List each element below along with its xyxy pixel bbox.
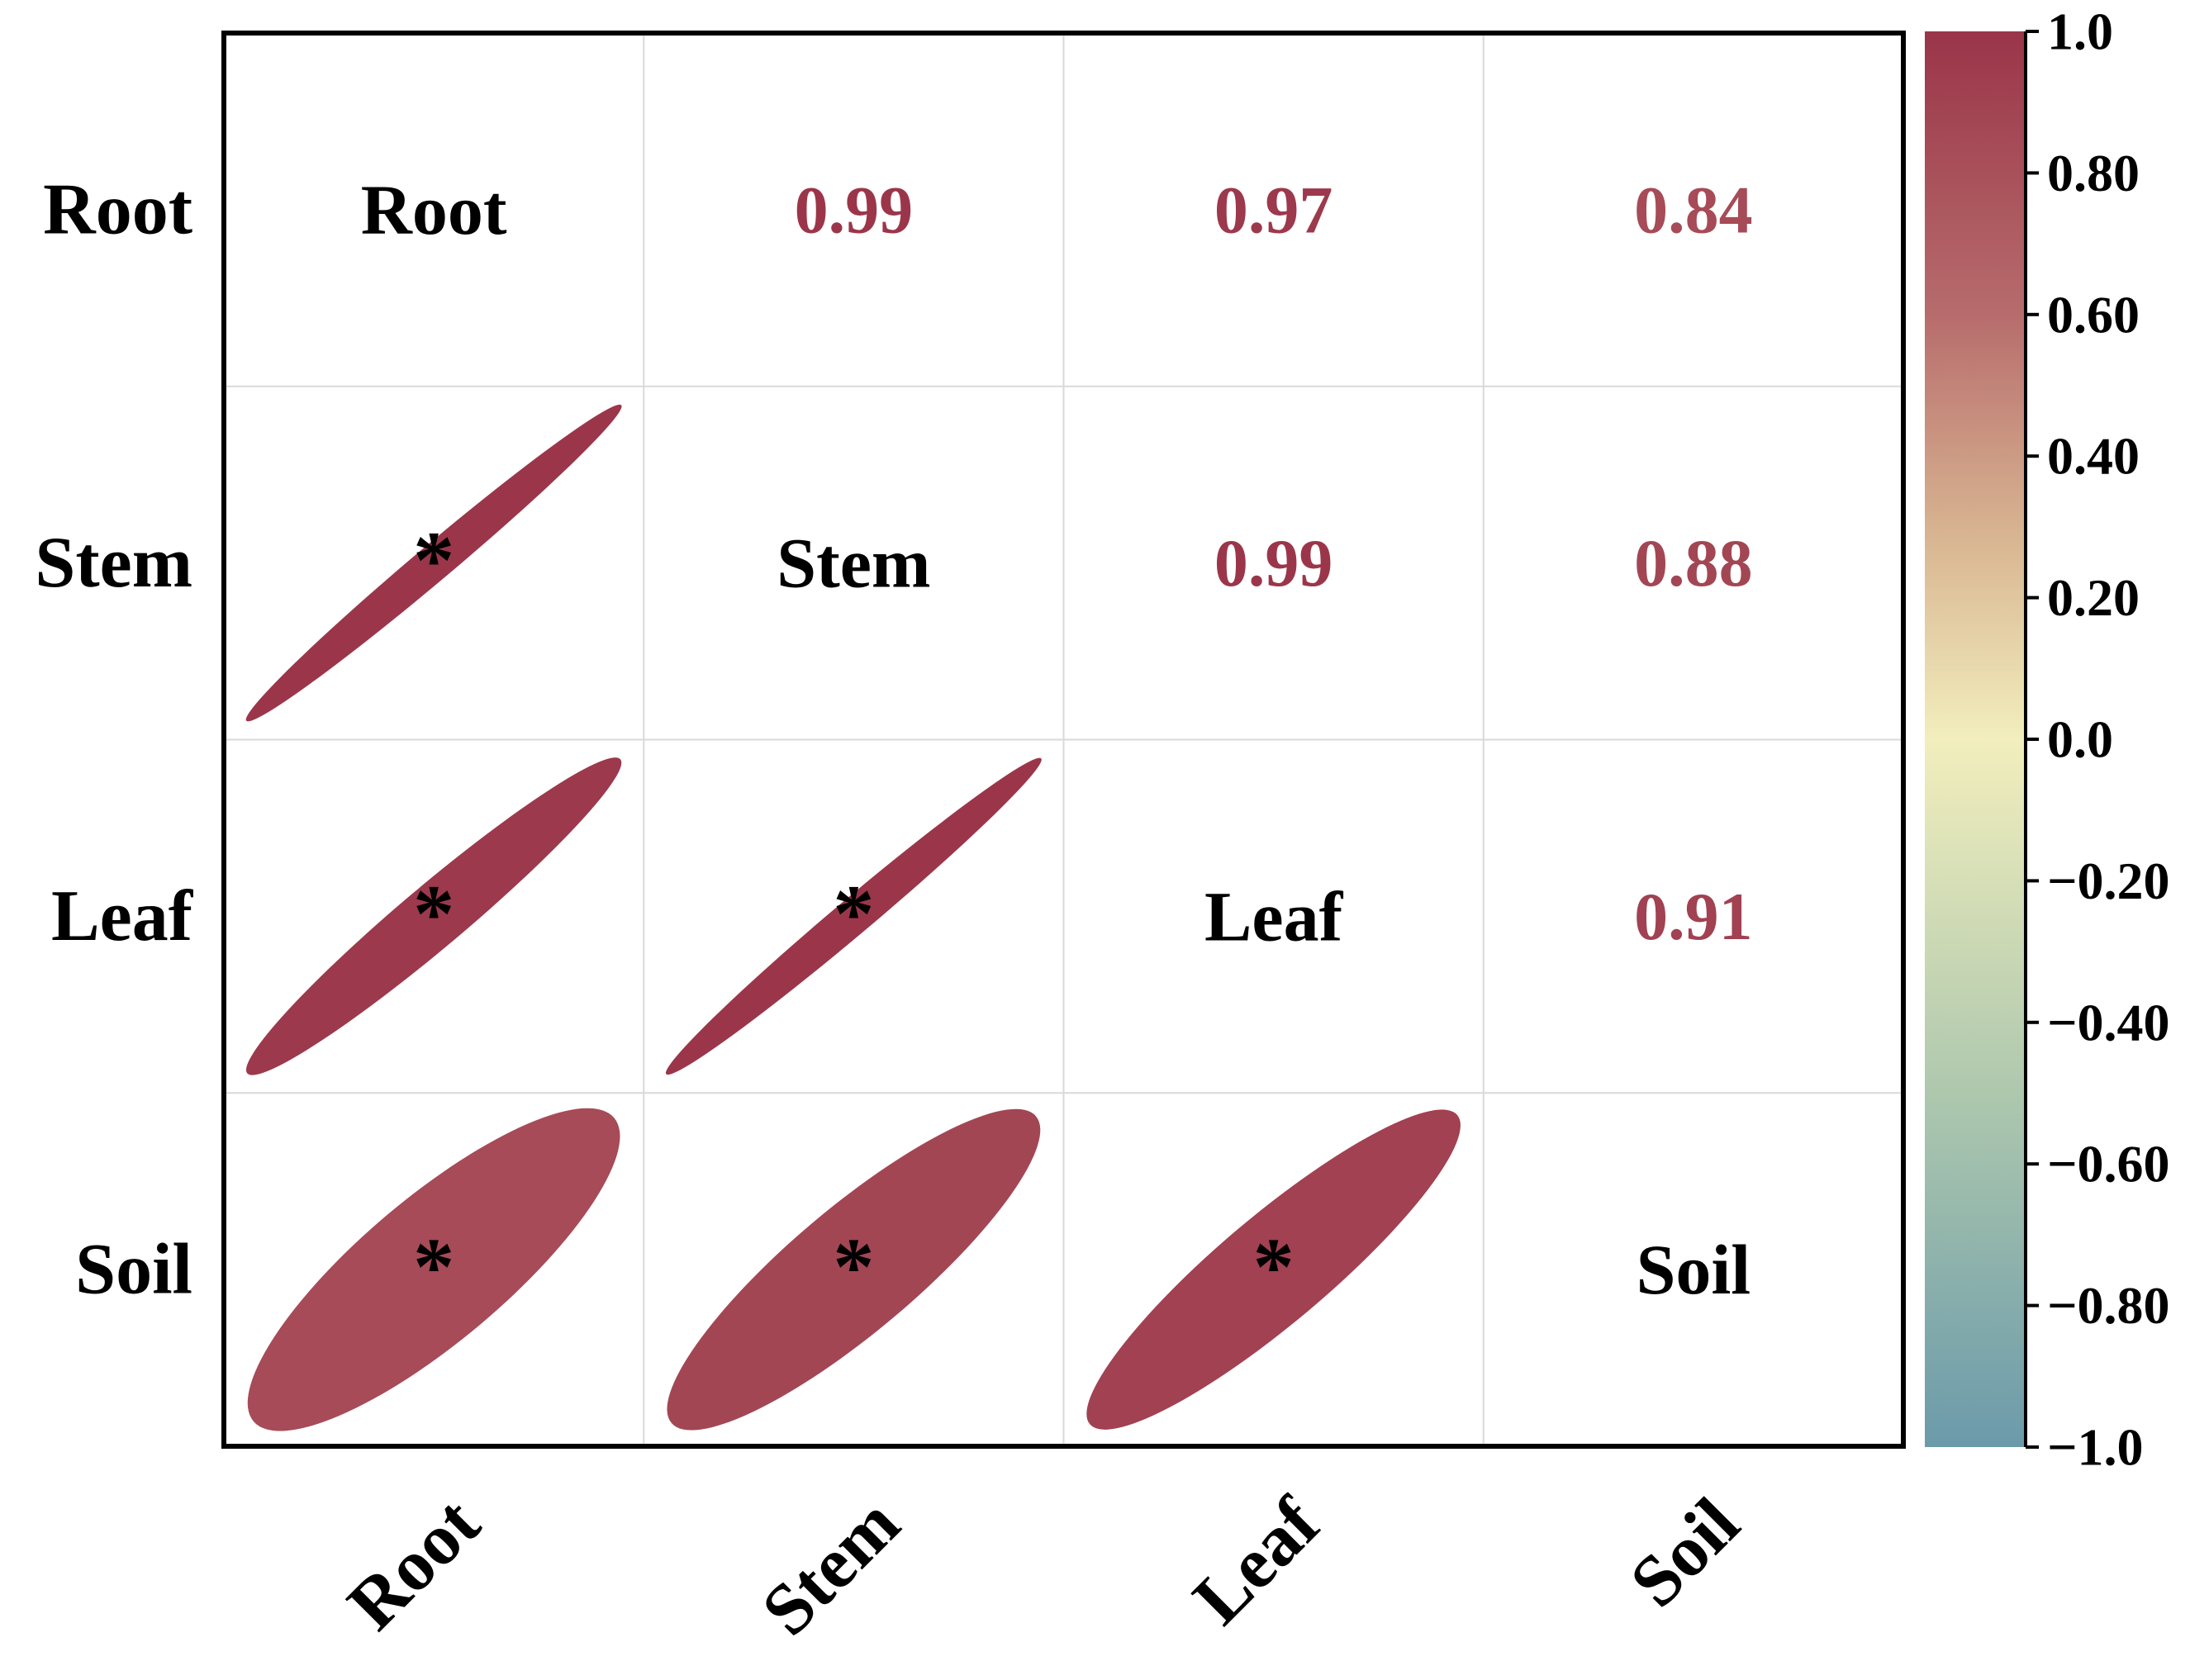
x-tick-label-stem: Stem [747, 1483, 914, 1651]
colorbar-tick-label: −0.60 [2047, 1135, 2169, 1194]
significance-mark: * [413, 515, 454, 606]
colorbar: 1.0 0.80 0.60 0.40 0.20 0.0 −0.20 −0.40 −0.60 −0.… [1925, 2, 2169, 1477]
x-tick-label-leaf: Leaf [1178, 1483, 1336, 1640]
y-tick-label-root: Root [43, 169, 192, 249]
coef-label-root-soil: 0.84 [1634, 172, 1753, 247]
ellipse-soil-root [247, 1108, 620, 1431]
colorbar-gradient [1925, 31, 2026, 1447]
colorbar-tick-label: 1.0 [2047, 2, 2113, 61]
coef-label-stem-soil: 0.88 [1634, 525, 1753, 600]
diagonal-label-stem: Stem [777, 524, 930, 603]
significance-mark: * [413, 1221, 454, 1312]
diagonal-label-leaf: Leaf [1204, 876, 1344, 956]
colorbar-ticks: 1.0 0.80 0.60 0.40 0.20 0.0 −0.20 −0.40 −0.60 −0.… [2026, 2, 2169, 1477]
diagonal-label-root: Root [361, 170, 507, 249]
grid-lines [224, 33, 1903, 1446]
y-tick-label-leaf: Leaf [51, 876, 194, 956]
coef-label-stem-leaf: 0.99 [1214, 525, 1333, 600]
coef-label-root-leaf: 0.97 [1214, 172, 1333, 247]
colorbar-tick-label: 0.0 [2047, 710, 2113, 769]
plot-frame [221, 31, 1906, 1449]
ellipse-soil-stem [667, 1108, 1041, 1431]
significance-mark: * [833, 867, 874, 959]
ellipse-stem-root [245, 404, 622, 722]
diagonal-label-soil: Soil [1637, 1230, 1751, 1309]
y-tick-label-stem: Stem [35, 523, 192, 603]
matrix-cells: Root Stem Leaf Soil 0.99 0.97 0.84 0.99 0.88 0.91… [245, 170, 1753, 1431]
colorbar-tick-label: −0.20 [2047, 852, 2169, 910]
coef-label-leaf-soil: 0.91 [1634, 879, 1753, 954]
x-axis-labels: Root Stem Leaf Soil [333, 1483, 1755, 1652]
colorbar-tick-label: −0.80 [2047, 1276, 2169, 1335]
colorbar-tick-label: −1.0 [2047, 1418, 2143, 1477]
ellipse-soil-leaf [1086, 1109, 1461, 1430]
significance-mark: * [413, 867, 454, 959]
colorbar-tick-label: 0.60 [2047, 285, 2140, 344]
x-tick-label-root: Root [333, 1483, 495, 1645]
y-axis-labels: Root Stem Leaf Soil [35, 169, 193, 1309]
colorbar-tick-label: 0.80 [2047, 144, 2140, 202]
x-tick-label-soil: Soil [1615, 1483, 1755, 1623]
colorbar-tick-label: 0.20 [2047, 568, 2140, 627]
significance-mark: * [1253, 1221, 1295, 1312]
significance-mark: * [833, 1221, 874, 1312]
ellipse-leaf-stem [665, 757, 1042, 1075]
colorbar-tick-label: 0.40 [2047, 427, 2140, 486]
y-tick-label-soil: Soil [75, 1230, 192, 1310]
coef-label-root-stem: 0.99 [795, 172, 914, 247]
ellipse-leaf-root [245, 757, 622, 1075]
colorbar-tick-label: −0.40 [2047, 993, 2169, 1051]
